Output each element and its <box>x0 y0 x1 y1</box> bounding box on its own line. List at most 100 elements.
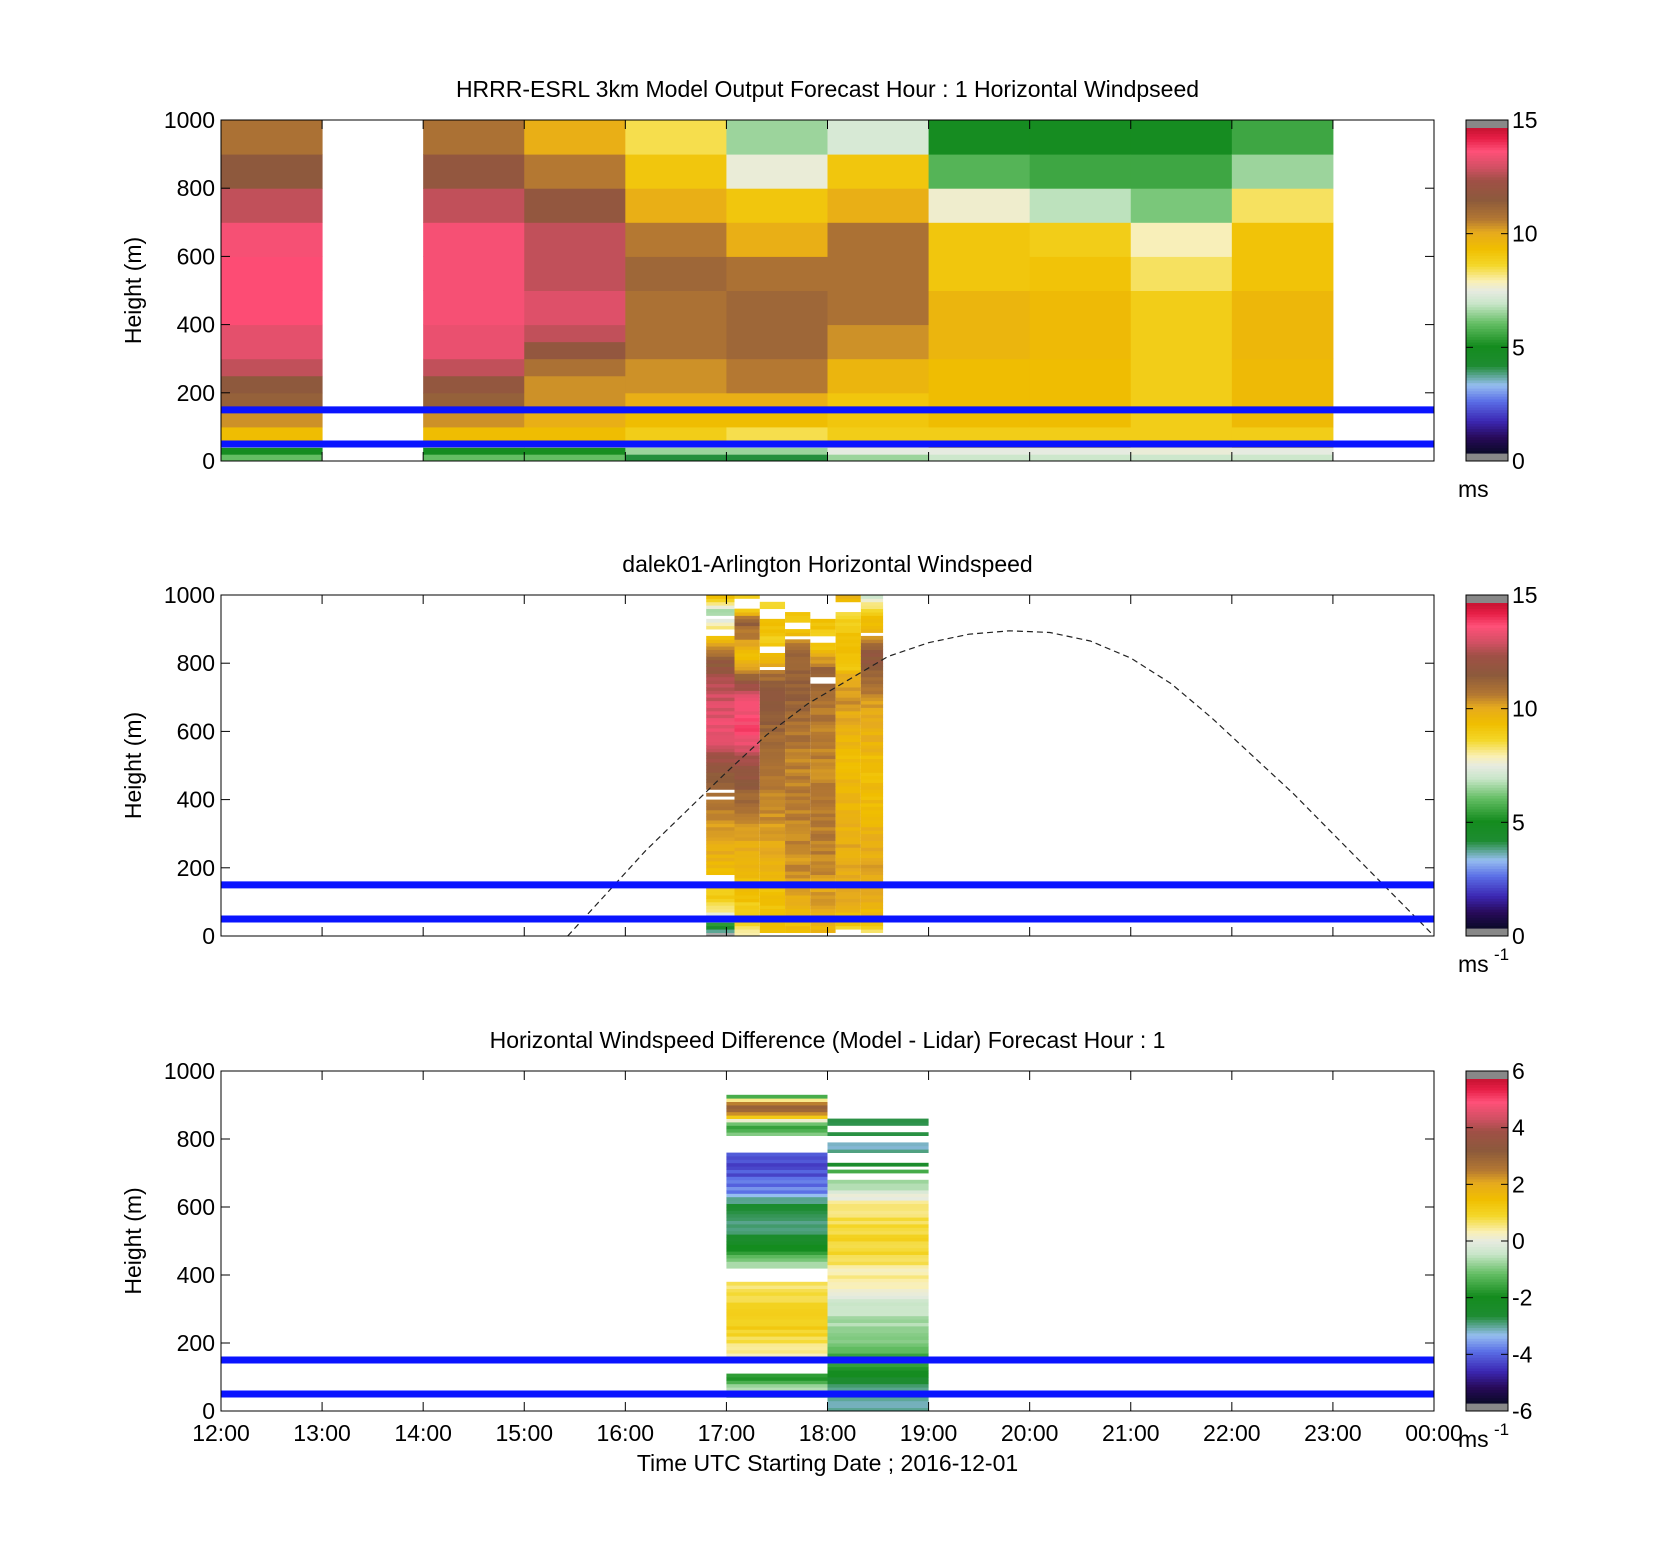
y-tick-label: 1000 <box>164 1058 215 1084</box>
heatmap-cell <box>726 1094 828 1099</box>
x-tick-label: 00:00 <box>1405 1420 1463 1446</box>
colorbar-swatch <box>1466 1138 1508 1142</box>
heatmap-cell <box>827 1281 929 1286</box>
heatmap-cell <box>1029 454 1132 462</box>
colorbar-swatch <box>1466 436 1508 441</box>
heatmap-cell <box>827 1387 929 1391</box>
heatmap-cell <box>625 454 727 462</box>
heatmap-cell <box>706 823 735 828</box>
heatmap-cell <box>785 799 811 804</box>
colorbar-swatch <box>1466 1216 1508 1220</box>
heatmap-cell <box>860 608 884 613</box>
colorbar-swatch <box>1466 876 1508 880</box>
colorbar-swatch <box>1466 635 1508 639</box>
colorbar-swatch <box>1466 130 1508 135</box>
heatmap-cell <box>928 154 1031 189</box>
heatmap-cell <box>827 1237 929 1242</box>
heatmap-cell <box>835 864 861 869</box>
heatmap-cell <box>625 426 727 442</box>
colorbar-tick-label: 15 <box>1512 107 1538 133</box>
heatmap-cell <box>827 1132 929 1136</box>
heatmap-cell <box>835 741 861 746</box>
heatmap-cell <box>810 905 836 910</box>
heatmap-cell <box>860 629 884 633</box>
heatmap-cell <box>734 652 760 657</box>
heatmap-cell <box>810 854 836 858</box>
heatmap-cell <box>785 751 811 756</box>
heatmap-cell <box>860 803 884 807</box>
heatmap-cell <box>835 683 861 688</box>
heatmap-cell <box>827 1343 929 1347</box>
colorbar-swatch <box>1466 692 1508 696</box>
colorbar-swatch <box>1466 865 1508 870</box>
colorbar-swatch <box>1466 1254 1508 1258</box>
colorbar-swatch <box>1466 646 1508 650</box>
heatmap-cell <box>759 601 786 606</box>
colorbar-swatch <box>1466 681 1508 685</box>
heatmap-cell <box>734 792 760 797</box>
heatmap-cell <box>706 898 735 903</box>
colorbar-swatch <box>1466 811 1508 815</box>
heatmap-cell <box>524 188 626 223</box>
heatmap-cell <box>835 635 861 640</box>
heatmap-cell <box>860 605 884 610</box>
heatmap-cell <box>785 738 811 743</box>
heatmap-cell <box>827 1332 929 1337</box>
heatmap-cell <box>835 714 861 719</box>
heatmap-cell <box>928 290 1031 360</box>
heatmap-cell <box>827 1298 929 1303</box>
colorbar-swatch <box>1466 168 1508 172</box>
heatmap-cell <box>625 256 727 291</box>
heatmap-cell <box>835 727 861 732</box>
heatmap-cell <box>706 871 735 876</box>
heatmap-cell <box>810 912 836 916</box>
heatmap-cell <box>835 867 861 872</box>
colorbar-swatch <box>1466 249 1508 254</box>
colorbar-swatch <box>1466 182 1508 186</box>
heatmap-cell <box>835 693 861 698</box>
colorbar-swatch <box>1466 1092 1508 1096</box>
heatmap-cell <box>860 670 884 674</box>
colorbar-swatch <box>1466 255 1508 259</box>
heatmap-cell <box>759 874 786 879</box>
heatmap-cell <box>524 409 626 428</box>
colorbar-swatch <box>1466 1114 1508 1118</box>
colorbar-swatch <box>1466 398 1508 403</box>
heatmap-cell <box>827 1400 929 1405</box>
heatmap-cell <box>726 1261 828 1266</box>
colorbar-swatch <box>1466 770 1508 775</box>
heatmap-cell <box>706 847 735 852</box>
colorbar-swatch <box>1466 735 1508 740</box>
heatmap-cell <box>734 595 760 599</box>
heatmap-cell <box>734 912 760 916</box>
colorbar-swatch <box>1466 1319 1508 1323</box>
heatmap-cell <box>860 738 884 743</box>
colorbar: 0 5 10 15 ms <box>1458 107 1538 502</box>
heatmap-cell <box>835 768 861 773</box>
heatmap-cell <box>835 796 861 800</box>
colorbar-swatch <box>1466 266 1508 270</box>
chart-title: Horizontal Windspeed Difference (Model -… <box>490 1027 1166 1053</box>
colorbar-swatch <box>1466 868 1508 872</box>
heatmap-cell <box>785 837 811 841</box>
heatmap-cell <box>726 256 828 291</box>
heatmap-cell <box>706 745 735 749</box>
heatmap-cell <box>785 700 811 705</box>
heatmap-cell <box>759 652 786 657</box>
colorbar-swatch <box>1466 1089 1508 1094</box>
heatmap-cell <box>827 1288 929 1293</box>
heatmap-cell <box>759 847 786 852</box>
heatmap-cell <box>835 659 861 664</box>
heatmap-cell <box>706 826 735 831</box>
colorbar-swatch <box>1466 1149 1508 1153</box>
colorbar-swatch <box>1466 1108 1508 1112</box>
colorbar-swatch <box>1466 369 1508 373</box>
heatmap-cell <box>1029 154 1132 189</box>
colorbar-swatch <box>1466 1381 1508 1385</box>
colorbar-swatch <box>1466 890 1508 894</box>
heatmap-cell <box>810 803 836 807</box>
heatmap-cell <box>835 826 861 831</box>
heatmap-cell <box>706 690 735 695</box>
y-tick-label: 600 <box>177 718 215 744</box>
heatmap-cell <box>734 898 760 903</box>
